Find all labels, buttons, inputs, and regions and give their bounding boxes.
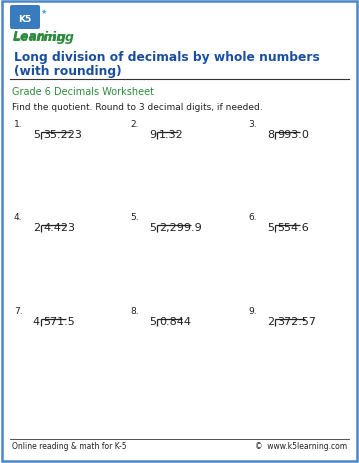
Text: 5: 5 [33, 130, 40, 140]
Text: 5.: 5. [130, 213, 139, 221]
Text: 4.: 4. [14, 213, 23, 221]
Text: (with rounding): (with rounding) [14, 65, 122, 78]
Text: Grade 6 Decimals Worksheet: Grade 6 Decimals Worksheet [12, 87, 154, 97]
Text: 372.57: 372.57 [277, 316, 316, 326]
Text: 9.: 9. [248, 307, 257, 315]
Text: K5: K5 [18, 14, 32, 24]
Text: 2.: 2. [130, 120, 139, 129]
Text: 2,299.9: 2,299.9 [159, 223, 202, 232]
Text: 0.844: 0.844 [159, 316, 191, 326]
Text: 2: 2 [33, 223, 40, 232]
Text: 6.: 6. [248, 213, 257, 221]
Text: 993.0: 993.0 [277, 130, 309, 140]
Text: 5: 5 [149, 316, 156, 326]
Text: 7.: 7. [14, 307, 23, 315]
Text: ©  www.k5learning.com: © www.k5learning.com [255, 442, 347, 450]
Text: 35.223: 35.223 [43, 130, 82, 140]
Text: 1.: 1. [14, 120, 23, 129]
Text: 3.: 3. [248, 120, 257, 129]
Text: 4: 4 [33, 316, 40, 326]
Text: 554.6: 554.6 [277, 223, 309, 232]
Text: 5: 5 [149, 223, 156, 232]
Text: ★: ★ [41, 9, 47, 15]
Text: 8: 8 [267, 130, 274, 140]
Text: Long division of decimals by whole numbers: Long division of decimals by whole numbe… [14, 51, 320, 64]
Text: 1.32: 1.32 [159, 130, 184, 140]
Text: Find the quotient. Round to 3 decimal digits, if needed.: Find the quotient. Round to 3 decimal di… [12, 102, 263, 111]
Text: 4.423: 4.423 [43, 223, 75, 232]
FancyBboxPatch shape [10, 6, 40, 30]
Text: 571.5: 571.5 [43, 316, 75, 326]
Text: Learning: Learning [13, 31, 75, 44]
Text: ning: ning [36, 31, 67, 44]
Text: 2: 2 [267, 316, 274, 326]
Text: 8.: 8. [130, 307, 139, 315]
Text: Lear: Lear [13, 31, 44, 44]
Text: 5: 5 [267, 223, 274, 232]
Text: 9: 9 [149, 130, 156, 140]
Text: Online reading & math for K-5: Online reading & math for K-5 [12, 442, 127, 450]
